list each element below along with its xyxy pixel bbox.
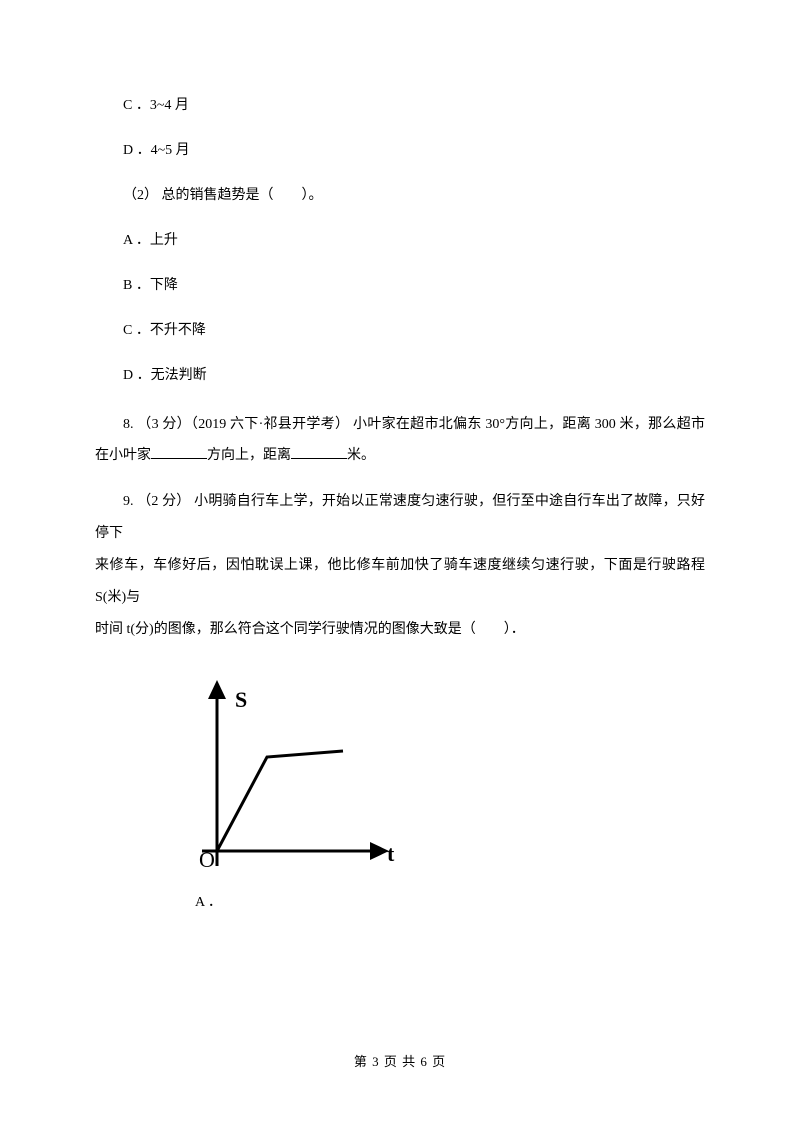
- svg-text:O: O: [199, 847, 215, 872]
- q9-text: 9. （2 分） 小明骑自行车上学，开始以正常速度匀速行驶，但行至中途自行车出了…: [95, 486, 705, 647]
- q2-option-c: C ．不升不降: [95, 320, 705, 341]
- q1-option-c: C ．3~4 月: [95, 95, 705, 116]
- q8-blank-1: [151, 445, 207, 459]
- q2-option-b: B ．下降: [95, 275, 705, 296]
- q8-text-after: 米。: [347, 448, 375, 463]
- svg-text:t: t: [387, 841, 395, 866]
- q2-prompt: （2） 总的销售趋势是（ ）。: [95, 185, 705, 206]
- q9-line2: 来修车，车修好后，因怕耽误上课，他比修车前加快了骑车速度继续匀速行驶，下面是行驶…: [95, 550, 705, 614]
- q1-option-d: D ．4~5 月: [95, 140, 705, 161]
- q2-option-d: D ．无法判断: [95, 365, 705, 386]
- q9-line1: 9. （2 分） 小明骑自行车上学，开始以正常速度匀速行驶，但行至中途自行车出了…: [95, 486, 705, 550]
- q9-line3: 时间 t(分)的图像，那么符合这个同学行驶情况的图像大致是（ ）．: [95, 614, 705, 646]
- q9-chart-option-a: St O A ．: [155, 659, 705, 911]
- q9-option-a-label: A ．: [195, 891, 705, 911]
- q2-option-a: A ．上升: [95, 230, 705, 251]
- q8-text-mid: 方向上，距离: [207, 448, 291, 463]
- q8-text: 8. （3 分）（2019 六下·祁县开学考） 小叶家在超市北偏东 30°方向上…: [95, 410, 705, 472]
- distance-time-chart: St O: [155, 659, 405, 919]
- svg-text:S: S: [235, 687, 247, 712]
- page-footer: 第 3 页 共 6 页: [0, 1051, 800, 1070]
- q8-blank-2: [291, 445, 347, 459]
